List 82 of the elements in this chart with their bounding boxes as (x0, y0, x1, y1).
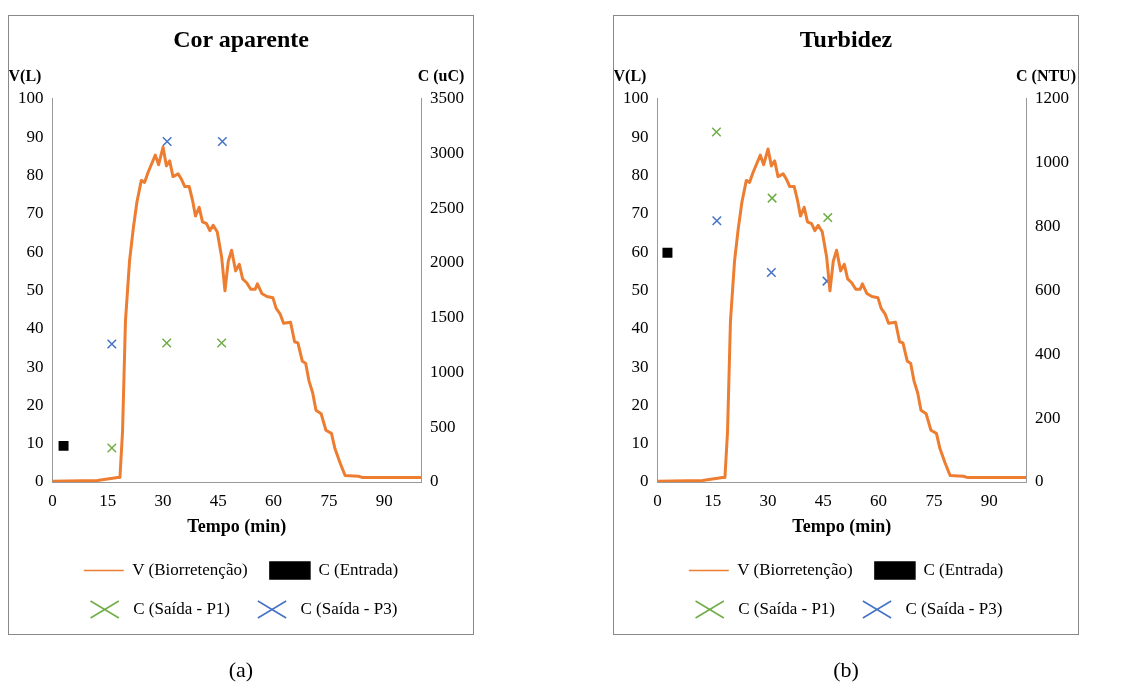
x-tick-label: 60 (265, 490, 283, 510)
text: (a) (227, 657, 255, 683)
point (711, 127, 722, 137)
y-tick-label: 60 (631, 241, 649, 261)
x-tick-label: 90 (980, 490, 998, 510)
y-tick-label: 10 (631, 433, 649, 453)
y-tick-label: 0 (35, 471, 44, 491)
y-tick-label: 90 (26, 126, 44, 146)
y-tick-label: 100 (18, 88, 44, 108)
point (822, 212, 833, 223)
x-tick-label: 30 (154, 490, 172, 510)
y2-tick-label: 3500 (430, 88, 464, 108)
point (711, 215, 722, 226)
y2-tick-label: 0 (1035, 471, 1044, 491)
y-tick-label: 40 (26, 318, 44, 338)
y-axis-title: V(L) (613, 66, 647, 85)
x-tick-label: 15 (704, 490, 722, 510)
y2-tick-label: 1000 (430, 361, 464, 381)
x-tick-label: 45 (209, 490, 227, 510)
text: (b) (832, 657, 860, 683)
y2-tick-label: 800 (1035, 216, 1061, 235)
y-tick-label: 20 (631, 394, 649, 414)
point (767, 193, 778, 204)
legend-label: V (Biorretenção) (132, 559, 248, 579)
y2-tick-label: 1500 (430, 307, 464, 327)
y-tick-label: 80 (631, 164, 649, 184)
x-tick-label: 75 (925, 490, 943, 510)
chart-title: Turbidez (799, 25, 893, 52)
legend-label: C (Entrada) (318, 559, 399, 579)
y-tick-label: 80 (26, 164, 44, 184)
point (162, 136, 173, 147)
legend-label: C (Saída - P1) (738, 598, 835, 618)
y2-tick-label: 2000 (430, 252, 464, 272)
x-axis-title: Tempo (min) (792, 515, 892, 537)
point (58, 440, 69, 451)
y-tick-label: 10 (26, 433, 44, 453)
x-tick-label: 45 (814, 490, 832, 510)
y2-tick-label: 200 (1035, 407, 1061, 427)
y-tick-label: 50 (26, 279, 44, 299)
y2-axis-title: C (uC) (417, 66, 465, 85)
point (217, 136, 228, 147)
y-tick-label: 60 (26, 241, 44, 261)
y-tick-label: 0 (640, 471, 649, 491)
legend-label: C (Saída - P1) (133, 598, 230, 618)
y2-tick-label: 3000 (430, 143, 464, 163)
y-tick-label: 100 (623, 88, 649, 108)
y2-tick-label: 1000 (1035, 152, 1069, 172)
x-tick-label: 90 (375, 490, 393, 510)
y2-tick-label: 2500 (430, 197, 464, 217)
point (106, 339, 117, 350)
point (161, 337, 172, 348)
x-tick-label: 15 (99, 490, 117, 510)
y2-tick-label: 1200 (1035, 88, 1069, 108)
y-tick-label: 50 (631, 279, 649, 299)
y2-tick-label: 500 (430, 416, 456, 436)
chart-title: Cor aparente (173, 25, 310, 52)
point (106, 443, 117, 454)
x-tick-label: 30 (759, 490, 777, 510)
legend-label: C (Entrada) (923, 559, 1004, 579)
point (766, 267, 777, 278)
y2-tick-label: 0 (430, 471, 439, 491)
y-tick-label: 30 (631, 356, 649, 376)
legend-label: V (Biorretenção) (737, 559, 853, 579)
y-tick-label: 90 (631, 126, 649, 146)
y-tick-label: 70 (26, 203, 44, 223)
y2-tick-label: 600 (1035, 279, 1061, 299)
y-axis-title: V(L) (8, 66, 42, 85)
x-tick-label: 75 (320, 490, 338, 510)
y-tick-label: 30 (26, 356, 44, 376)
x-tick-label: 0 (48, 490, 57, 510)
y2-axis-title: C (NTU) (1016, 66, 1076, 85)
legend-label: C (Saída - P3) (905, 598, 1003, 618)
x-axis-title: Tempo (min) (187, 515, 287, 537)
y-tick-label: 20 (26, 394, 44, 414)
point (662, 247, 673, 258)
y2-tick-label: 400 (1035, 343, 1061, 363)
y-tick-label: 70 (631, 203, 649, 223)
x-tick-label: 0 (653, 490, 662, 510)
x-tick-label: 60 (870, 490, 888, 510)
legend-label: C (Saída - P3) (300, 598, 398, 618)
point (216, 337, 227, 348)
y-tick-label: 40 (631, 318, 649, 338)
